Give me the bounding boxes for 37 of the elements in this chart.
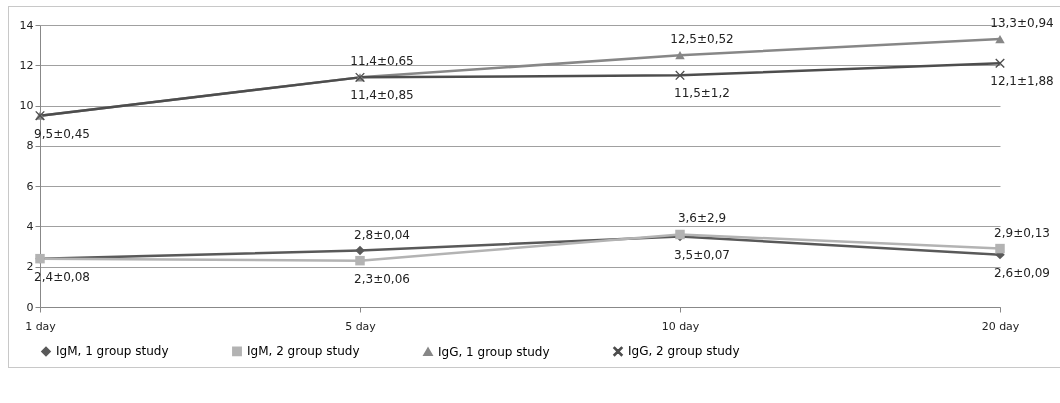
y-tick-label: 6 <box>26 179 34 193</box>
y-tick-label: 2 <box>26 260 34 274</box>
data-label: 3,5±0,07 <box>674 247 730 262</box>
data-label: 12,1±1,88 <box>990 74 1054 89</box>
data-label: 11,4±0,65 <box>350 54 414 69</box>
point <box>355 245 365 256</box>
data-label: 12,5±0,52 <box>670 32 734 47</box>
x-tick-label: 10 day <box>661 319 700 333</box>
data-label: 2,9±0,13 <box>994 225 1050 240</box>
x-tick-label: 5 day <box>345 319 377 333</box>
x-tick-label: 20 day <box>981 319 1020 333</box>
y-tick-label: 14 <box>19 18 34 32</box>
point <box>355 255 365 266</box>
point <box>675 51 685 60</box>
x-tick-label: 1 day <box>25 319 57 333</box>
point <box>675 70 685 81</box>
data-label: 3,6±2,9 <box>677 211 727 226</box>
data-label: 2,6±0,09 <box>994 265 1050 280</box>
y-tick-label: 8 <box>26 139 34 153</box>
data-label: 2,4±0,08 <box>34 269 90 284</box>
data-label: 9,5±0,45 <box>34 126 90 141</box>
data-label: 11,4±0,85 <box>350 88 414 103</box>
data-label: 2,8±0,04 <box>354 227 410 242</box>
legend-label: IgM, 2 group study <box>247 344 360 359</box>
y-tick-label: 10 <box>19 99 34 113</box>
data-label: 13,3±0,94 <box>990 16 1054 31</box>
data-label: 11,5±1,2 <box>674 86 730 101</box>
y-tick-label: 4 <box>26 219 34 233</box>
legend-label: IgG, 1 group study <box>438 344 550 359</box>
legend-label: IgM, 1 group study <box>56 344 169 359</box>
point <box>995 34 1005 44</box>
y-tick-label: 0 <box>26 300 34 314</box>
y-tick-label: 12 <box>19 58 34 72</box>
point <box>995 243 1005 254</box>
data-label: 2,3±0,06 <box>354 271 410 286</box>
legend-label: IgG, 2 group study <box>628 344 740 359</box>
point <box>995 58 1005 69</box>
